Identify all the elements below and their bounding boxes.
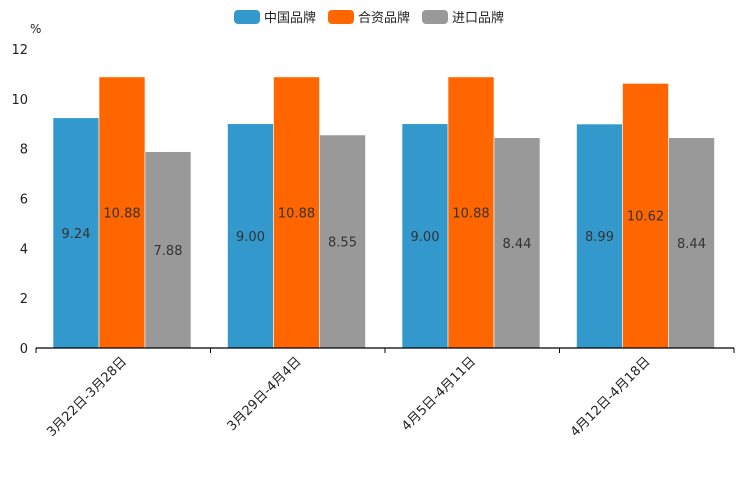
y-tick-label: 4 — [20, 242, 28, 257]
y-axis: 0 2 4 6 8 10 12 — [11, 43, 28, 357]
legend-item-import[interactable]: 进口品牌 — [422, 7, 504, 26]
bar-value-label: 10.88 — [103, 206, 140, 221]
bar-1-1 — [52, 117, 100, 349]
bar-value-label: 8.44 — [677, 237, 706, 252]
bar-2-3 — [447, 76, 495, 349]
y-tick-label: 12 — [11, 43, 28, 58]
x-tick-label: 4月5日-4月11日 — [399, 354, 479, 434]
bar-value-label: 9.00 — [236, 230, 265, 245]
bar-3-4 — [668, 137, 715, 349]
x-tick-label: 3月22日-3月28日 — [44, 354, 130, 440]
y-tick-label: 8 — [20, 143, 28, 158]
bar-value-label: 9.00 — [411, 230, 440, 245]
bar-3-3 — [493, 137, 541, 349]
bar-3-1 — [144, 151, 192, 349]
legend-swatch-china — [234, 9, 260, 24]
bar-value-label: 7.88 — [154, 244, 183, 259]
bar-1-2 — [227, 123, 274, 349]
chart-legend: 中国品牌 合资品牌 进口品牌 — [234, 7, 504, 26]
bar-2-4 — [622, 83, 669, 349]
x-tick-label: 4月12日-4月18日 — [568, 354, 654, 440]
bar-value-label: 8.55 — [328, 235, 357, 250]
bar-value-label: 8.99 — [585, 230, 614, 245]
bar-value-label: 8.44 — [503, 237, 532, 252]
legend-swatch-import — [422, 9, 449, 24]
y-tick-label: 6 — [20, 193, 28, 208]
legend-item-joint[interactable]: 合资品牌 — [328, 7, 410, 26]
legend-label-import: 进口品牌 — [452, 11, 505, 26]
bar-value-label: 10.88 — [278, 206, 315, 221]
x-axis: 3月22日-3月28日 3月29日-4月4日 4月5日-4月11日 4月12日-4月1… — [35, 347, 735, 440]
bar-value-label: 10.62 — [627, 210, 664, 225]
legend-item-china[interactable]: 中国品牌 — [234, 7, 316, 26]
y-tick-label: 2 — [20, 292, 28, 307]
legend-swatch-joint — [328, 9, 355, 24]
x-tick-label: 3月29日-4月4日 — [225, 354, 305, 434]
y-unit-label: % — [30, 22, 41, 36]
y-tick-label: 10 — [11, 93, 28, 108]
bar-value-label: 9.24 — [62, 227, 91, 242]
bar-3-2 — [319, 134, 366, 349]
bars-group: 9.24 9.00 9.00 8.99 10.88 10.88 10.88 10.62 7.88… — [52, 76, 715, 349]
bar-value-label: 10.88 — [452, 206, 489, 221]
bar-1-4 — [576, 123, 623, 349]
legend-label-joint: 合资品牌 — [358, 11, 411, 26]
bar-2-1 — [98, 76, 146, 349]
legend-label-china: 中国品牌 — [264, 11, 317, 26]
y-tick-label: 0 — [20, 342, 28, 357]
bar-2-2 — [273, 76, 320, 349]
